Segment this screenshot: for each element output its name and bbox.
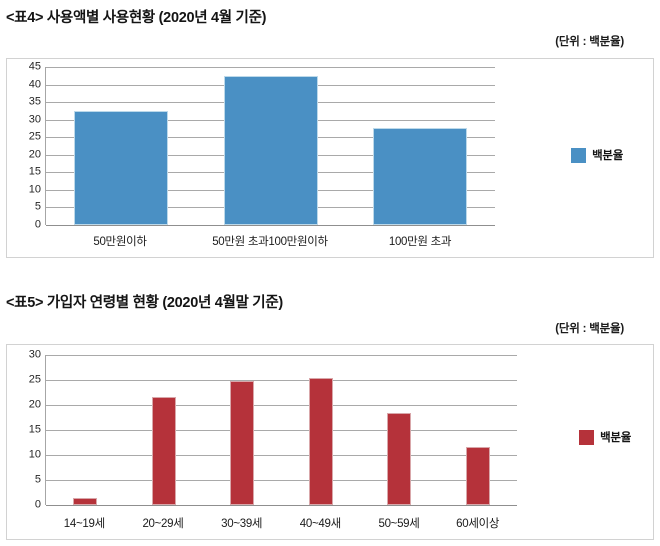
bar-50만원 초과100만원이하[interactable]	[223, 75, 318, 225]
table4-bars	[46, 67, 495, 225]
table5-y-axis: 0 5 10 15 20 25 30	[15, 349, 41, 510]
gridline	[46, 480, 517, 481]
bar-100만원 초과[interactable]	[373, 128, 468, 225]
y-tick-label: 25	[28, 130, 41, 143]
gridline	[46, 455, 517, 456]
y-tick-label: 15	[28, 165, 41, 178]
gridline	[46, 67, 495, 68]
y-tick-label: 25	[28, 373, 41, 386]
table4-unit-label: (단위 : 백분율)	[555, 36, 624, 48]
bar-50~59세[interactable]	[387, 412, 412, 505]
bar-slot	[46, 67, 196, 225]
bar-60세이상[interactable]	[465, 447, 490, 505]
y-tick-label: 10	[28, 448, 41, 461]
y-tick-label: 30	[28, 113, 41, 126]
table4-heading: <표4> 사용액별 사용현황 (2020년 4월 기준)	[6, 10, 267, 26]
bar-slot	[360, 355, 439, 505]
y-tick-label: 20	[28, 398, 41, 411]
y-tick-label: 0	[34, 218, 41, 231]
x-axis-category-label: 30~39세	[221, 518, 263, 530]
table4-plot-area: 0 5 10 15 20 25 30 35 40 45	[15, 61, 503, 230]
gridline	[46, 405, 517, 406]
x-axis-category-label: 50만원 초과100만원이하	[212, 236, 328, 248]
table4-legend-label: 백분율	[592, 150, 623, 162]
table5-legend: 백분율	[579, 429, 631, 445]
table5-unit-label: (단위 : 백분율)	[555, 323, 624, 335]
bar-14~19세[interactable]	[73, 498, 98, 505]
x-axis-category-label: 60세이상	[456, 518, 500, 530]
table5-heading: <표5> 가입자 연령별 현황 (2020년 4월말 기준)	[6, 295, 283, 311]
x-axis-category-label: 100만원 초과	[388, 236, 452, 248]
bar-slot	[282, 355, 361, 505]
bar-slot	[125, 355, 204, 505]
table5-chart: 0 5 10 15 20 25 30 14~19세 20~29세 30~39세 40~49새 50~…	[6, 344, 654, 540]
y-tick-label: 10	[28, 183, 41, 196]
y-tick-label: 5	[34, 200, 41, 213]
gridline	[46, 355, 517, 356]
table5-plot-area: 0 5 10 15 20 25 30	[15, 349, 525, 510]
bar-40~49새[interactable]	[308, 377, 333, 505]
gridline	[46, 430, 517, 431]
table4-legend: 백분율	[571, 147, 623, 163]
bar-slot	[203, 355, 282, 505]
y-tick-label: 15	[28, 423, 41, 436]
bar-20~29세[interactable]	[151, 397, 176, 505]
table4-chart: 0 5 10 15 20 25 30 35 40 45 50만원이하 50만원 초과100만원이하 1…	[6, 58, 654, 258]
x-axis-category-label: 50~59세	[378, 518, 420, 530]
table4-plot	[45, 67, 495, 226]
table5-plot	[45, 355, 517, 506]
bar-slot	[196, 67, 346, 225]
bar-slot	[46, 355, 125, 505]
bar-50만원이하[interactable]	[73, 110, 168, 225]
legend-swatch-icon	[579, 429, 595, 445]
y-tick-label: 0	[34, 498, 41, 511]
table5-bars	[46, 355, 517, 505]
y-tick-label: 45	[28, 60, 41, 73]
gridline	[46, 225, 495, 226]
x-axis-category-label: 14~19세	[63, 518, 105, 530]
y-tick-label: 30	[28, 348, 41, 361]
x-axis-category-label: 50만원이하	[93, 236, 147, 248]
gridline	[46, 505, 517, 506]
y-tick-label: 35	[28, 95, 41, 108]
table5-x-axis-labels: 14~19세 20~29세 30~39세 40~49새 50~59세 60세이상	[45, 515, 517, 531]
table4-x-axis-labels: 50만원이하 50만원 초과100만원이하 100만원 초과	[45, 233, 495, 249]
y-tick-label: 20	[28, 148, 41, 161]
table5-legend-label: 백분율	[600, 432, 631, 444]
gridline	[46, 380, 517, 381]
legend-swatch-icon	[571, 147, 587, 163]
y-tick-label: 40	[28, 78, 41, 91]
table4-y-axis: 0 5 10 15 20 25 30 35 40 45	[15, 61, 41, 230]
y-tick-label: 5	[34, 473, 41, 486]
x-axis-category-label: 40~49새	[299, 518, 341, 530]
x-axis-category-label: 20~29세	[142, 518, 184, 530]
bar-slot	[345, 67, 495, 225]
bar-slot	[439, 355, 518, 505]
bar-30~39세[interactable]	[230, 381, 255, 505]
